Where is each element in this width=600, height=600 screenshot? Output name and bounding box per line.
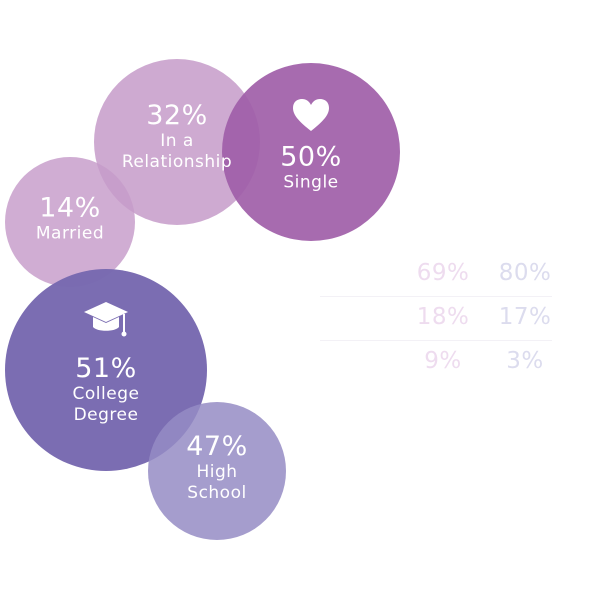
bubble-text-married: 14% Married	[35, 192, 105, 245]
heart-icon	[292, 98, 330, 136]
faded-stat-r3-c1: 9%	[424, 348, 462, 374]
bubble-text-college-degree: 51% College Degree	[73, 354, 140, 426]
faded-stat-r1-c2: 80%	[498, 260, 552, 286]
label-married-line-1: Married	[35, 223, 105, 244]
percent-in-relationship: 32%	[146, 100, 208, 131]
bubble-text-single: 50% Single	[280, 141, 342, 194]
label-single-line-1: Single	[283, 172, 339, 193]
bubble-text-in-relationship: 32% In a Relationship	[122, 101, 232, 173]
label-high-school-line-2: School	[187, 483, 247, 503]
bubble-high-school	[148, 402, 286, 540]
label-in-relationship-line-2: Relationship	[121, 152, 233, 172]
bubble-single	[222, 63, 400, 241]
percent-college-degree: 51%	[75, 353, 137, 384]
faded-stat-r2-c2: 17%	[498, 304, 552, 330]
percent-married: 14%	[39, 192, 101, 224]
bubble-text-high-school: 47% High School	[186, 432, 248, 504]
bubble-married	[5, 157, 135, 287]
faded-stat-r2-c1: 18%	[416, 304, 470, 330]
faded-divider	[320, 296, 552, 297]
label-in-relationship-line-1: In a	[160, 131, 194, 151]
faded-divider	[320, 340, 552, 341]
label-high-school-line-1: High	[196, 462, 238, 482]
percent-single: 50%	[280, 141, 342, 173]
faded-stat-r3-c2: 3%	[506, 348, 544, 374]
label-college-degree-line-2: Degree	[73, 405, 139, 425]
graduation-cap-icon	[82, 300, 130, 344]
label-college-degree-line-1: College	[72, 384, 140, 404]
faded-stat-r1-c1: 69%	[416, 260, 470, 286]
percent-high-school: 47%	[186, 431, 248, 462]
